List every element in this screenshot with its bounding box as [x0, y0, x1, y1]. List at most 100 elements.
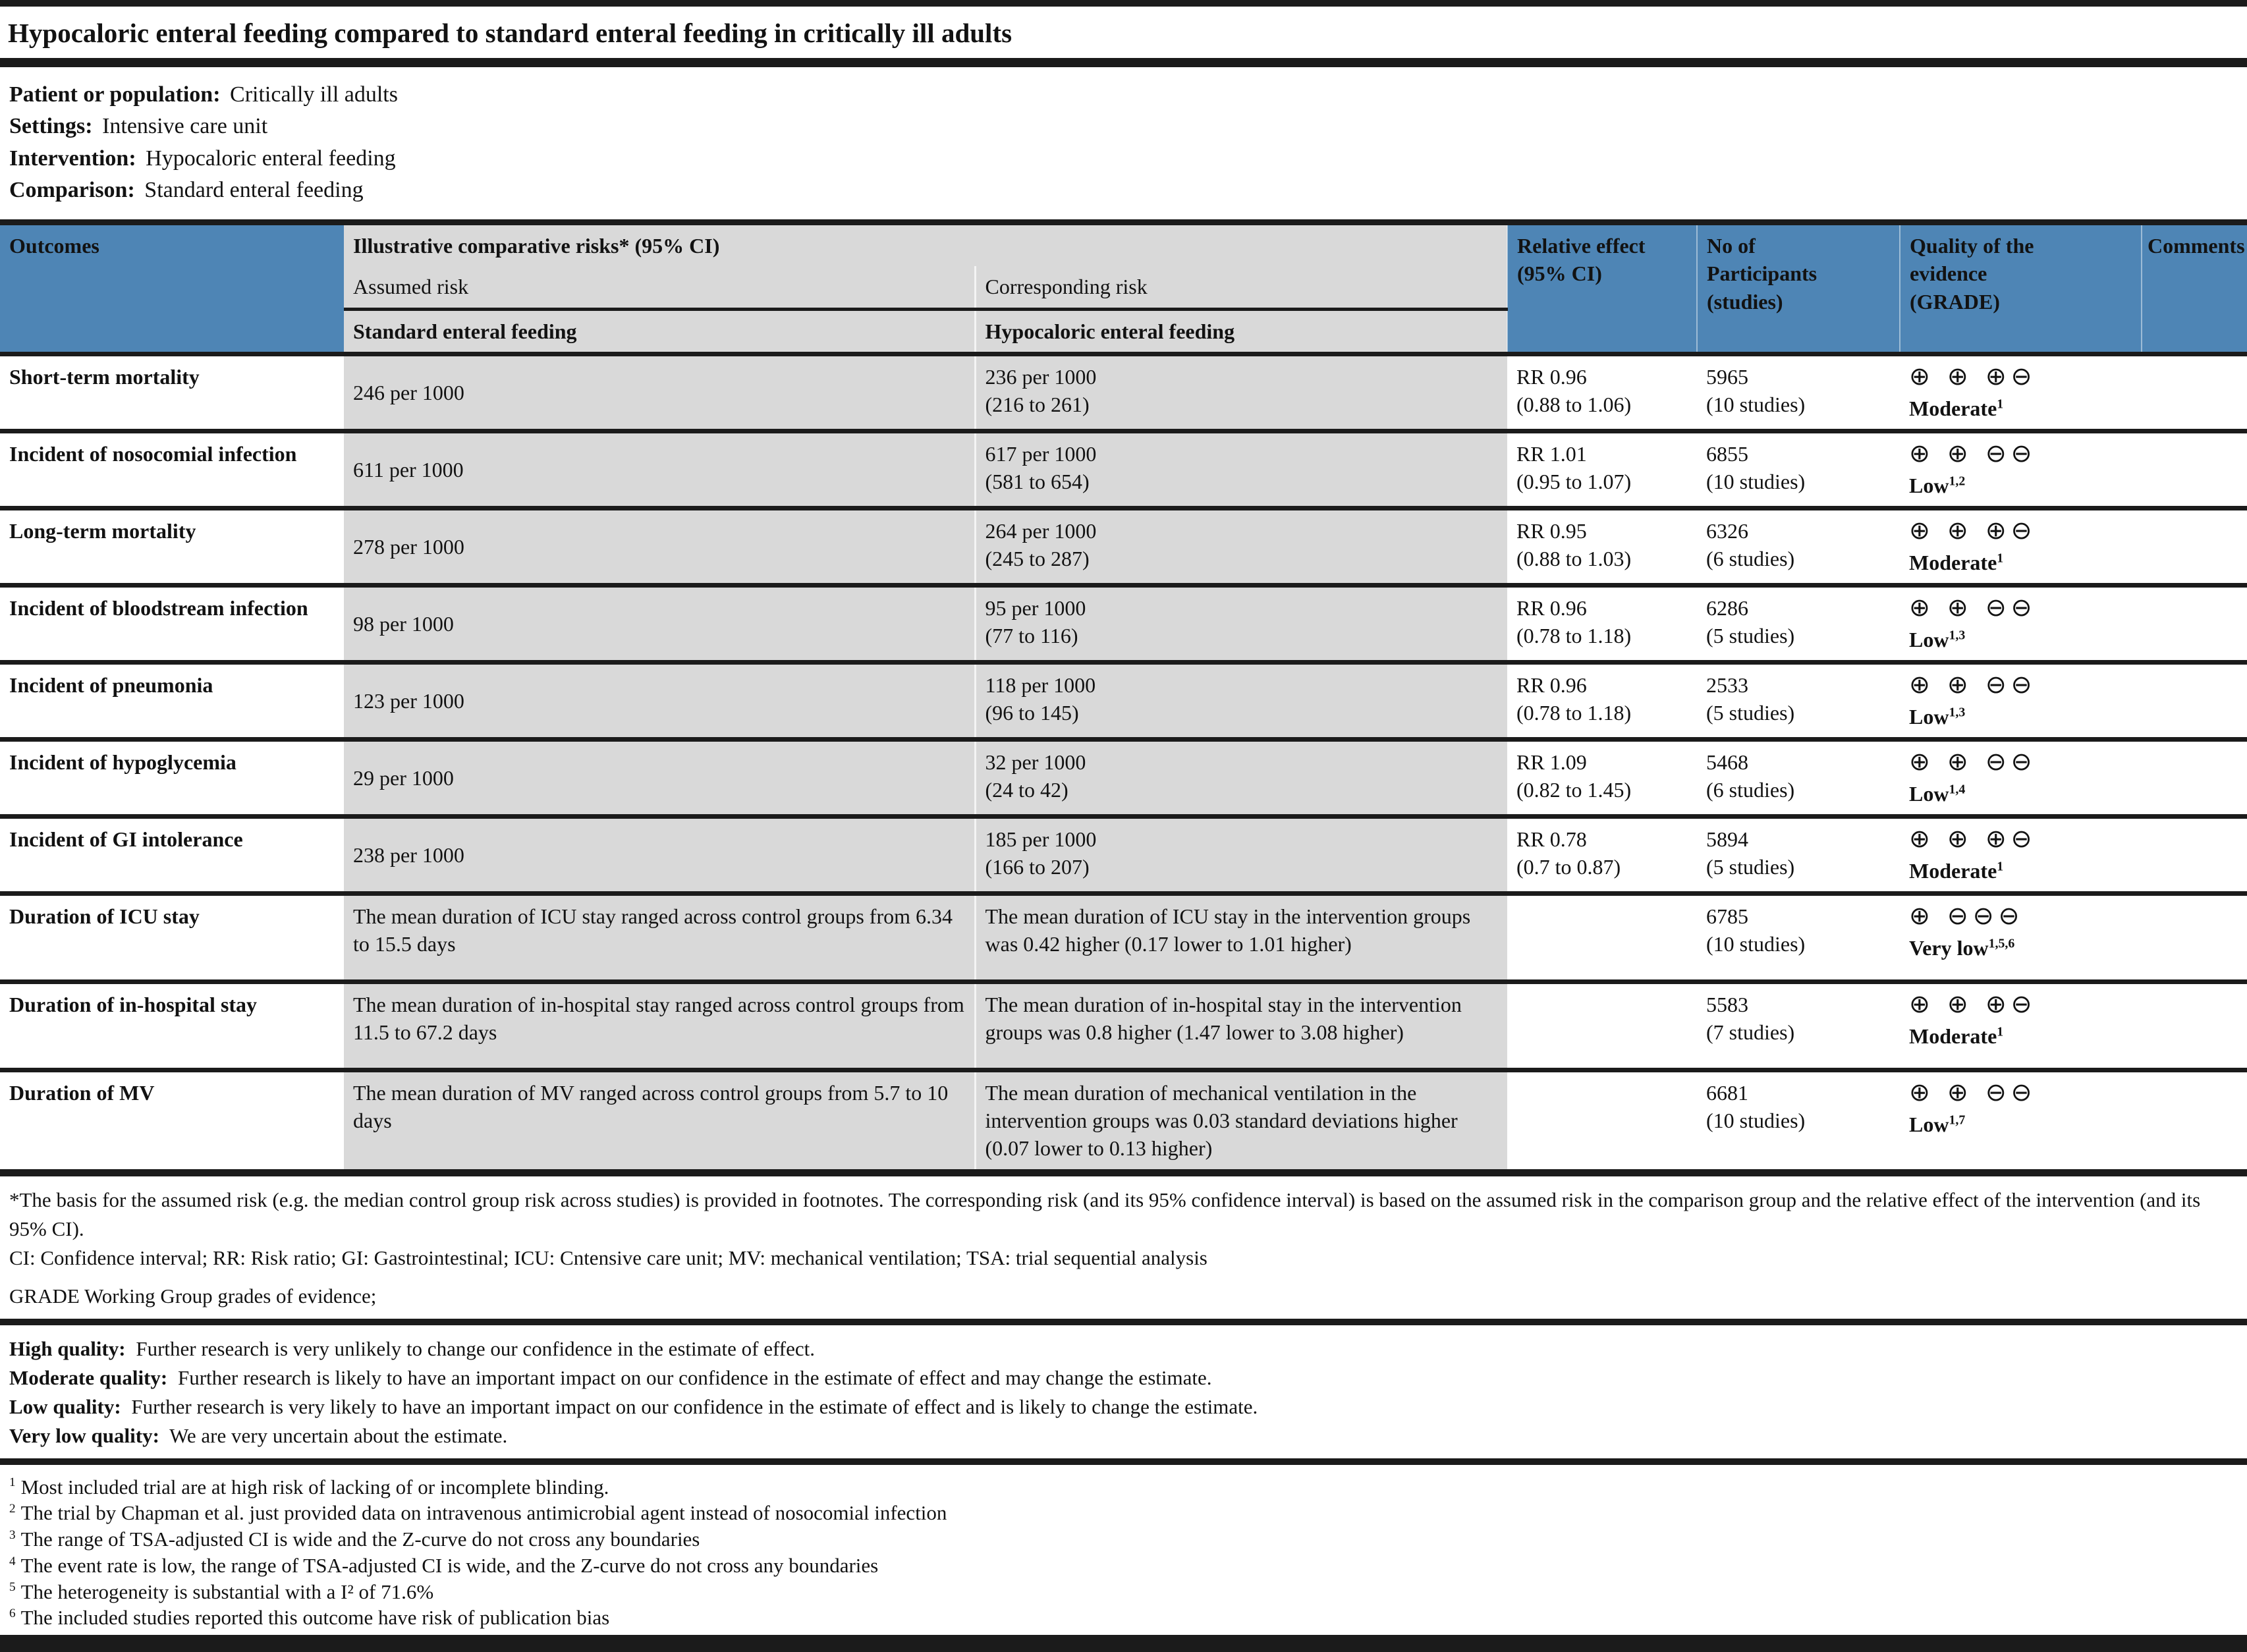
table-row-hospital-stay: Duration of in-hospital stay The mean du… — [0, 981, 2247, 1070]
grade-label-text: Moderate — [1909, 858, 1997, 883]
footnote-number: 5 — [9, 1580, 16, 1595]
footnote-3: 3 The range of TSA-adjusted CI is wide an… — [9, 1526, 2239, 1553]
grade-symbols: ⊕ ⊕ ⊕⊖ — [1909, 361, 2037, 391]
relative-effect-cell: RR 1.09 (0.82 to 1.45) — [1516, 750, 1632, 802]
assumed-risk-cell: 246 per 1000 — [344, 354, 975, 431]
grade-symbols: ⊕ ⊕ ⊖⊖ — [1909, 669, 2037, 699]
table-row-icu-stay: Duration of ICU stay The mean duration o… — [0, 893, 2247, 982]
outcome-cell: Long-term mortality — [9, 518, 196, 543]
quality-cell: ⊕ ⊖⊖⊖ Very low1,5,6 — [1900, 893, 2142, 981]
assumed-risk-cell: 98 per 1000 — [344, 585, 975, 663]
quality-cell: ⊕ ⊕ ⊖⊖ Low1,4 — [1900, 739, 2142, 816]
grade-label: Low1,3 — [1909, 703, 2132, 730]
grade-footnote-ref: 1 — [1997, 1024, 2004, 1039]
participants-cell: 5583 (7 studies) — [1706, 992, 1795, 1045]
outcome-cell: Incident of GI intolerance — [9, 827, 243, 851]
grade-label: Very low1,5,6 — [1909, 934, 2132, 962]
quality-cell: ⊕ ⊕ ⊖⊖ Low1,3 — [1900, 585, 2142, 662]
relative-effect-cell: RR 1.01 (0.95 to 1.07) — [1516, 441, 1632, 494]
outcome-cell: Duration of ICU stay — [9, 904, 200, 928]
relative-effect-cell: RR 0.96 (0.88 to 1.06) — [1516, 364, 1632, 416]
low-quality-definition: Low quality: Further research is very li… — [9, 1392, 2239, 1421]
corresponding-risk-cell: 264 per 1000 (245 to 287) — [974, 508, 1507, 586]
patient-population-value: Critically ill adults — [230, 82, 398, 107]
footnote-number: 3 — [9, 1528, 16, 1542]
assumed-risk-cell: The mean duration of ICU stay ranged acr… — [344, 893, 975, 982]
footnote-number: 4 — [9, 1554, 16, 1568]
participants-cell: 6681 (10 studies) — [1706, 1080, 1806, 1133]
quality-cell: ⊕ ⊕ ⊕⊖ Moderate1 — [1900, 508, 2142, 585]
very-low-quality-label: Very low quality: — [9, 1423, 159, 1447]
comments-cell — [2142, 585, 2247, 662]
summary-of-findings-table: Outcomes Illustrative comparative risks*… — [0, 219, 2247, 1176]
outcome-cell: Incident of hypoglycemia — [9, 750, 236, 774]
comparison-value: Standard enteral feeding — [144, 177, 364, 202]
abbreviations-note: CI: Confidence interval; RR: Risk ratio;… — [9, 1246, 1207, 1269]
grade-label: Low1,4 — [1909, 780, 2132, 808]
footnote-number: 2 — [9, 1502, 16, 1516]
grade-label: Moderate1 — [1909, 549, 2132, 576]
participants-cell: 5468 (6 studies) — [1706, 750, 1795, 802]
header-assumed-risk: Assumed risk — [344, 266, 975, 311]
very-low-quality-definition: Very low quality: We are very uncertain … — [9, 1421, 2239, 1450]
header-corresponding-risk: Corresponding risk — [974, 266, 1507, 311]
grade-footnote-ref: 1 — [1997, 550, 2004, 565]
footnote-text: The event rate is low, the range of TSA-… — [20, 1553, 879, 1577]
intervention-line: Intervention: Hypocaloric enteral feedin… — [9, 143, 2239, 175]
patient-population-line: Patient or population: Critically ill ad… — [9, 79, 2239, 111]
relative-effect-cell: RR 0.96 (0.78 to 1.18) — [1516, 673, 1632, 725]
grade-footnote-ref: 1,5,6 — [1988, 936, 2015, 951]
header-illustrative-risks: Illustrative comparative risks* (95% CI) — [344, 222, 1507, 267]
outcome-cell: Duration of in-hospital stay — [9, 992, 258, 1016]
very-low-quality-text: We are very uncertain about the estimate… — [169, 1423, 508, 1447]
header-control-group: Standard enteral feeding — [344, 309, 975, 354]
footnote-text: The range of TSA-adjusted CI is wide and… — [20, 1528, 700, 1551]
high-quality-label: High quality: — [9, 1336, 126, 1360]
grade-symbols: ⊕ ⊖⊖⊖ — [1909, 900, 2024, 930]
assumed-risk-cell: The mean duration of MV ranged across co… — [344, 1070, 975, 1173]
quality-cell: ⊕ ⊕ ⊕⊖ Moderate1 — [1900, 816, 2142, 893]
grade-symbols: ⊕ ⊕ ⊕⊖ — [1909, 823, 2037, 853]
footnote-2: 2 The trial by Chapman et al. just provid… — [9, 1500, 2239, 1526]
comments-cell — [2142, 981, 2247, 1070]
grade-definitions-block: High quality: Further research is very u… — [0, 1325, 2247, 1458]
grade-footnote-ref: 1,3 — [1949, 628, 1966, 642]
comments-cell — [2142, 1070, 2247, 1172]
header-quality: Quality of the evidence (GRADE) — [1899, 222, 2142, 354]
comments-cell — [2142, 354, 2247, 431]
footnote-text: The trial by Chapman et al. just provide… — [20, 1501, 947, 1525]
table-row-hypoglycemia: Incident of hypoglycemia 29 per 1000 32 … — [0, 739, 2247, 817]
comments-cell — [2142, 893, 2247, 981]
grade-symbols: ⊕ ⊕ ⊕⊖ — [1909, 989, 2037, 1018]
section-rule — [0, 1318, 2247, 1325]
header-outcomes: Outcomes — [0, 222, 344, 354]
grade-label-text: Low — [1909, 704, 1949, 729]
grade-footnote-ref: 1 — [1997, 396, 2004, 411]
high-quality-definition: High quality: Further research is very u… — [9, 1335, 2239, 1363]
title-rule — [0, 58, 2247, 67]
corresponding-risk-cell: 185 per 1000 (166 to 207) — [974, 816, 1507, 894]
quality-cell: ⊕ ⊕ ⊕⊖ Moderate1 — [1900, 981, 2142, 1070]
grade-footnote-ref: 1,7 — [1949, 1113, 1966, 1128]
relative-effect-cell — [1507, 893, 1697, 981]
grade-symbols: ⊕ ⊕ ⊖⊖ — [1909, 438, 2037, 468]
intervention-value: Hypocaloric enteral feeding — [146, 146, 396, 171]
quality-cell: ⊕ ⊕ ⊕⊖ Moderate1 — [1900, 354, 2142, 431]
table-row-pneumonia: Incident of pneumonia 123 per 1000 118 p… — [0, 662, 2247, 740]
quality-cell: ⊕ ⊕ ⊖⊖ Low1,3 — [1900, 662, 2142, 739]
comments-cell — [2142, 739, 2247, 816]
footnote-text: The included studies reported this outco… — [20, 1606, 610, 1630]
grade-label-text: Moderate — [1909, 550, 1997, 574]
grade-label: Moderate1 — [1909, 395, 2132, 422]
participants-cell: 6785 (10 studies) — [1706, 904, 1806, 956]
quality-cell: ⊕ ⊕ ⊖⊖ Low1,2 — [1900, 431, 2142, 508]
footnote-number: 6 — [9, 1606, 16, 1620]
outcome-cell: Short-term mortality — [9, 364, 200, 389]
page-title: Hypocaloric enteral feeding compared to … — [8, 18, 1013, 48]
footnote-number: 1 — [9, 1475, 16, 1490]
footnote-text: Most included trial are at high risk of … — [20, 1475, 609, 1499]
corresponding-risk-cell: 95 per 1000 (77 to 116) — [974, 585, 1507, 663]
relative-effect-cell: RR 0.96 (0.78 to 1.18) — [1516, 595, 1632, 648]
grade-heading: GRADE Working Group grades of evidence; — [9, 1284, 377, 1308]
